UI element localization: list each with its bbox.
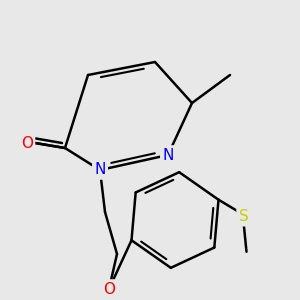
Text: N: N (94, 163, 106, 178)
Text: O: O (103, 281, 115, 296)
Text: N: N (162, 148, 174, 163)
Text: S: S (238, 209, 248, 224)
Text: O: O (21, 136, 33, 151)
